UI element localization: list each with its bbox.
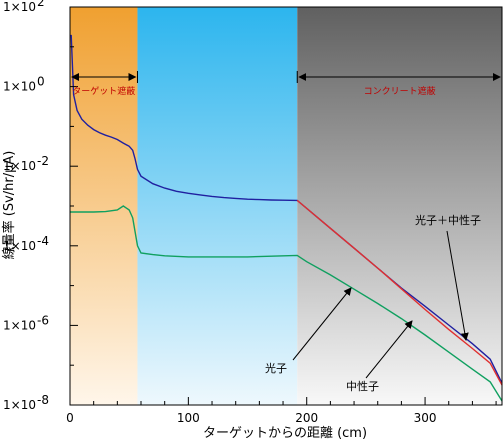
y-tick-label: 1×10 (3, 239, 36, 253)
y-tick-exponent: -4 (37, 234, 49, 248)
label-photon: 光子 (265, 361, 287, 375)
region-bg-1 (137, 7, 298, 405)
pointer-neutron (365, 320, 413, 379)
pointer-photon (292, 287, 352, 361)
y-axis-label: 線量率 (Sv/hr/μA) (1, 151, 17, 260)
y-tick-exponent: -8 (37, 393, 49, 407)
y-tick-exponent: 2 (37, 0, 45, 9)
x-tick-label: 300 (414, 411, 437, 425)
label-photon-plus-neutron: 光子＋中性子 (415, 213, 481, 227)
region-bg-2 (297, 7, 502, 405)
y-tick-label: 1×10 (3, 0, 36, 14)
series-lines (70, 34, 503, 402)
x-tick-label: 100 (177, 411, 200, 425)
region-bg-0 (70, 7, 138, 405)
x-tick-label: 0 (66, 411, 74, 425)
y-tick-exponent: 0 (37, 75, 45, 89)
y-tick-exponent: -6 (37, 313, 49, 327)
y-tick-label: 1×10 (3, 80, 36, 94)
region-backgrounds (70, 7, 502, 405)
region-label-concrete: コンクリート遮蔽 (364, 85, 436, 97)
pointer-photon-plus-neutron (446, 230, 469, 341)
y-tick-label: 1×10 (3, 398, 36, 412)
label-neutron: 中性子 (346, 379, 379, 393)
region-label-target: ターゲット遮蔽 (72, 85, 135, 97)
y-tick-exponent: -2 (37, 154, 49, 168)
x-axis-label: ターゲットからの距離 (cm) (203, 426, 367, 441)
series-line-1 (296, 199, 503, 386)
y-tick-label: 1×10 (3, 318, 36, 332)
x-tick-label: 200 (295, 411, 318, 425)
y-tick-label: 1×10 (3, 159, 36, 173)
series-line-2 (70, 205, 503, 402)
